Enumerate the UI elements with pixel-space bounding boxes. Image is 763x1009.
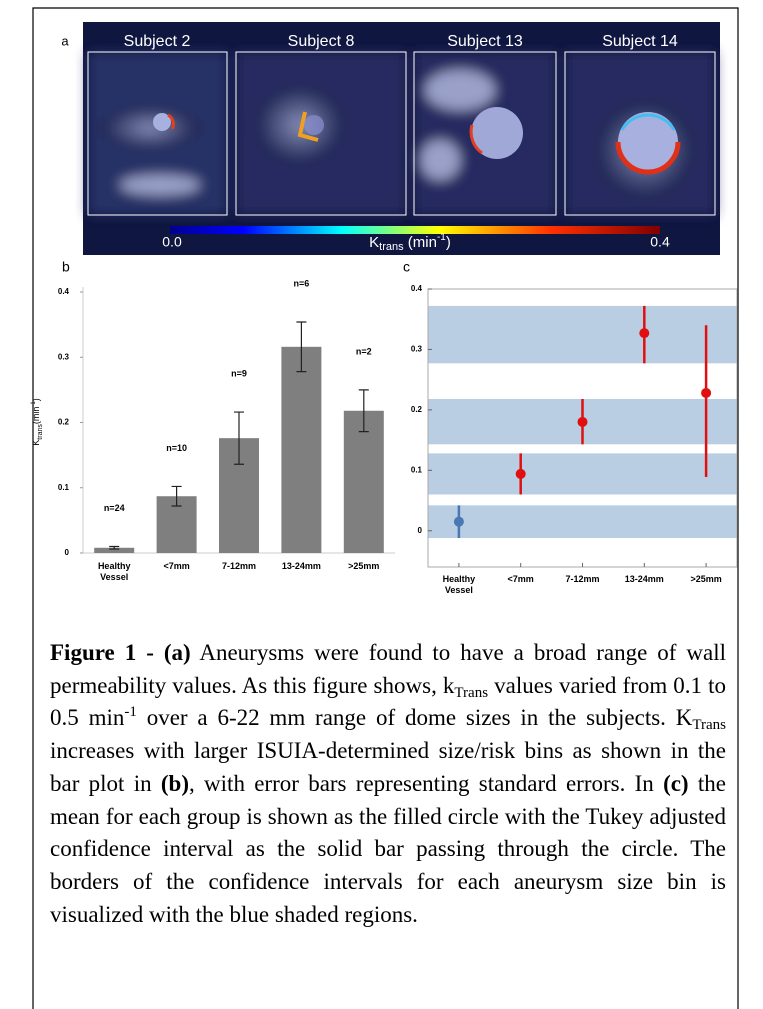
x-tick-label-line: Vessel xyxy=(100,572,128,582)
ci-band xyxy=(428,505,737,538)
x-tick-label: 7-12mm xyxy=(565,574,599,584)
x-tick-label-line: >25mm xyxy=(348,561,379,571)
caption-run: over a 6-22 mm range of dome sizes in th… xyxy=(137,705,693,730)
y-tick-label: 0 xyxy=(65,548,70,557)
y-axis-label-part: (min xyxy=(31,407,41,425)
caption-run: (c) xyxy=(663,771,689,796)
bar xyxy=(281,347,321,553)
x-tick-label-line: >25mm xyxy=(690,574,721,584)
mean-dot xyxy=(701,388,711,398)
x-tick-label-line: <7mm xyxy=(163,561,189,571)
annotation: n=24 xyxy=(104,503,125,513)
annotation: n=9 xyxy=(231,368,247,378)
x-tick-label-line: Healthy xyxy=(98,561,131,571)
x-tick-label: <7mm xyxy=(163,561,189,571)
label-part: K xyxy=(369,234,379,251)
x-tick-label: >25mm xyxy=(690,574,721,584)
caption: Figure 1 - (a) Aneurysms were found to h… xyxy=(50,637,726,931)
panel-label: a xyxy=(61,33,69,48)
subject-title: Subject 14 xyxy=(602,33,678,50)
x-tick-label: 13-24mm xyxy=(282,561,321,571)
y-axis-label-part: trans xyxy=(37,424,44,440)
x-tick-label: >25mm xyxy=(348,561,379,571)
y-tick-label: 0.4 xyxy=(58,287,70,296)
annotation: n=10 xyxy=(166,443,187,453)
y-tick-label: 0.1 xyxy=(411,465,423,474)
mean-dot xyxy=(516,469,526,479)
y-tick-label: 0.4 xyxy=(411,284,423,293)
y-tick-label: 0.3 xyxy=(58,352,70,361)
x-tick-label-line: 7-12mm xyxy=(222,561,256,571)
ci-band xyxy=(428,306,737,363)
x-tick-label: 13-24mm xyxy=(625,574,664,584)
figure-page: a Subject 2 Subject 8 Subject 13 Subject 14… xyxy=(0,0,763,1009)
label-part: ) xyxy=(446,234,451,251)
mean-dot xyxy=(639,328,649,338)
y-axis-label-part: ) xyxy=(31,398,41,401)
x-tick-label: 7-12mm xyxy=(222,561,256,571)
annotation: n=2 xyxy=(356,346,372,356)
y-tick-label: 0.1 xyxy=(58,483,70,492)
x-tick-label-line: <7mm xyxy=(508,574,534,584)
y-tick-label: 0.3 xyxy=(411,345,423,354)
caption-run: Trans xyxy=(692,717,726,733)
panel-label: c xyxy=(403,259,410,275)
caption-run: (b) xyxy=(161,771,189,796)
label-sub: trans xyxy=(379,241,404,253)
mean-dot xyxy=(578,417,588,427)
caption-run: Trans xyxy=(454,685,488,701)
y-tick-label: 0.2 xyxy=(411,405,423,414)
y-tick-label: 0 xyxy=(418,526,423,535)
subject-title: Subject 2 xyxy=(124,33,191,50)
mean-dot xyxy=(454,517,464,527)
x-tick-label-line: 13-24mm xyxy=(282,561,321,571)
x-tick-label-line: Healthy xyxy=(443,574,476,584)
annotation: n=6 xyxy=(294,278,310,288)
subject-title: Subject 8 xyxy=(288,33,355,50)
colorbar xyxy=(170,226,660,234)
colorbar-max: 0.4 xyxy=(650,234,670,250)
caption-run: Figure 1 - (a) xyxy=(50,640,191,665)
subject-title: Subject 13 xyxy=(447,33,523,50)
x-tick-label-line: 7-12mm xyxy=(565,574,599,584)
caption-run: , with error bars representing standard … xyxy=(189,771,663,796)
x-tick-label-line: 13-24mm xyxy=(625,574,664,584)
panel-label: b xyxy=(62,259,70,275)
label-part: (min xyxy=(404,234,437,251)
colorbar-min: 0.0 xyxy=(162,234,182,250)
caption-run: -1 xyxy=(124,704,137,720)
x-tick-label: <7mm xyxy=(508,574,534,584)
x-tick-label-line: Vessel xyxy=(445,585,473,595)
y-tick-label: 0.2 xyxy=(58,418,70,427)
ci-band xyxy=(428,453,737,494)
